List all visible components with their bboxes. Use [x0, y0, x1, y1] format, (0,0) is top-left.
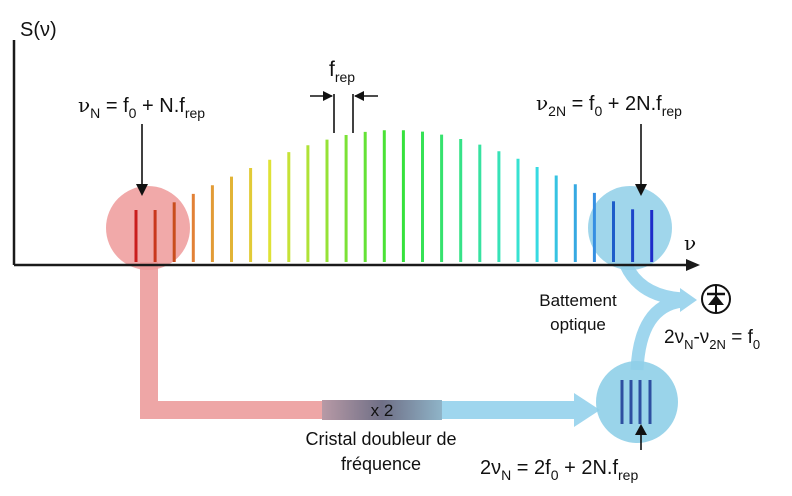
frep-arrow-right-head — [354, 91, 364, 101]
doubled-formula: 2νN = 2f0 + 2N.frep — [480, 457, 638, 483]
beat-caption-line1: Battement — [539, 291, 617, 310]
frep-label: frep — [329, 58, 355, 85]
blue-beam-arrowhead — [574, 393, 600, 427]
nu-2n-formula: ν2N = f0 + 2N.frep — [536, 91, 682, 119]
y-axis-label: S(ν) — [20, 19, 57, 41]
red-beam-path — [140, 262, 330, 419]
nu-n-formula: νN = f0 + N.frep — [78, 93, 205, 121]
detector-arrowhead — [680, 288, 697, 312]
nu-2n-pointer-head — [635, 184, 647, 196]
upper-beam-to-detector — [620, 262, 683, 306]
x-axis-label: ν — [684, 231, 696, 255]
multiplier-label: x 2 — [371, 401, 394, 420]
nu-n-pointer-head — [136, 184, 148, 196]
frep-arrow-left-head — [323, 91, 333, 101]
frequency-comb — [134, 130, 654, 262]
lower-beam-to-detector — [630, 294, 684, 371]
photodiode-icon — [701, 284, 731, 314]
doubled-pointer-head — [635, 424, 647, 435]
doubled-comb — [620, 380, 652, 424]
doubling-crystal — [322, 400, 442, 420]
doubled-highlight-circle — [596, 361, 678, 443]
beat-formula: 2νN-ν2N = f0 — [664, 327, 760, 352]
beat-caption-line2: optique — [550, 315, 606, 334]
red-highlight-circle — [106, 186, 190, 270]
x-axis-arrow — [686, 259, 700, 271]
blue-highlight-circle — [588, 186, 672, 270]
crystal-caption-line2: fréquence — [341, 454, 421, 474]
crystal-caption-line1: Cristal doubleur de — [305, 429, 456, 449]
